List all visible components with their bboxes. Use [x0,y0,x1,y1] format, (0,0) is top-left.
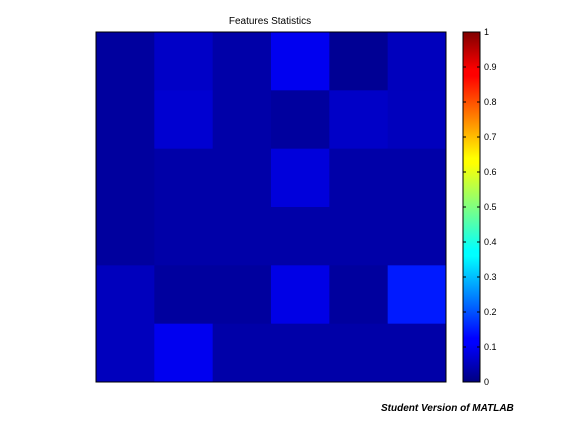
heatmap-cell [271,148,330,208]
heatmap-cell [154,265,214,325]
heatmap-cell [271,265,330,325]
heatmap-cell [329,265,389,325]
heatmap-cell [271,32,330,91]
heatmap-cell [96,207,155,266]
heatmap-cell [271,323,330,383]
heatmap-cell [154,90,214,150]
heatmap-cell [329,90,389,150]
heatmap-cell [154,207,214,266]
heatmap [96,32,447,383]
heatmap-cell [154,32,214,91]
heatmap-cell [329,323,389,383]
colorbar-frame [462,31,481,383]
heatmap-cell [271,90,330,150]
colorbar-tick-label: 0.4 [484,237,497,247]
heatmap-cell [154,323,214,383]
heatmap-cell [387,148,447,208]
heatmap-cell [387,207,447,266]
heatmap-cell [212,32,272,91]
chart-title: Features Statistics [229,16,311,27]
heatmap-cell [212,323,272,383]
colorbar-tick-label: 1 [484,27,489,37]
colorbar-tick-label: 0.5 [484,202,497,212]
heatmap-cell [212,265,272,325]
heatmap-cell [212,90,272,150]
colorbar-tick-label: 0.3 [484,272,497,282]
colorbar-tick-label: 0.1 [484,342,497,352]
heatmap-cell [212,207,272,266]
heatmap-cell [96,32,155,91]
heatmap-cell [212,148,272,208]
heatmap-cell [96,90,155,150]
colorbar-tick-label: 0.7 [484,132,497,142]
colorbar-tick-label: 0.9 [484,62,497,72]
heatmap-cell [329,207,389,266]
heatmap-cell [387,323,447,383]
heatmap-cell [96,265,155,325]
heatmap-frame [95,31,447,383]
watermark-text: Student Version of MATLAB [381,403,514,414]
heatmap-cell [387,32,447,91]
heatmap-cell [154,148,214,208]
heatmap-cell [271,207,330,266]
heatmap-cell [329,148,389,208]
heatmap-cell [96,148,155,208]
colorbar-tick-label: 0.2 [484,307,497,317]
heatmap-cell [387,90,447,150]
heatmap-cell [329,32,389,91]
colorbar [463,32,480,382]
heatmap-cell [387,265,447,325]
colorbar-tick-label: 0.8 [484,97,497,107]
colorbar-tick-label: 0 [484,377,489,387]
heatmap-cell [96,323,155,383]
colorbar-tick-label: 0.6 [484,167,497,177]
